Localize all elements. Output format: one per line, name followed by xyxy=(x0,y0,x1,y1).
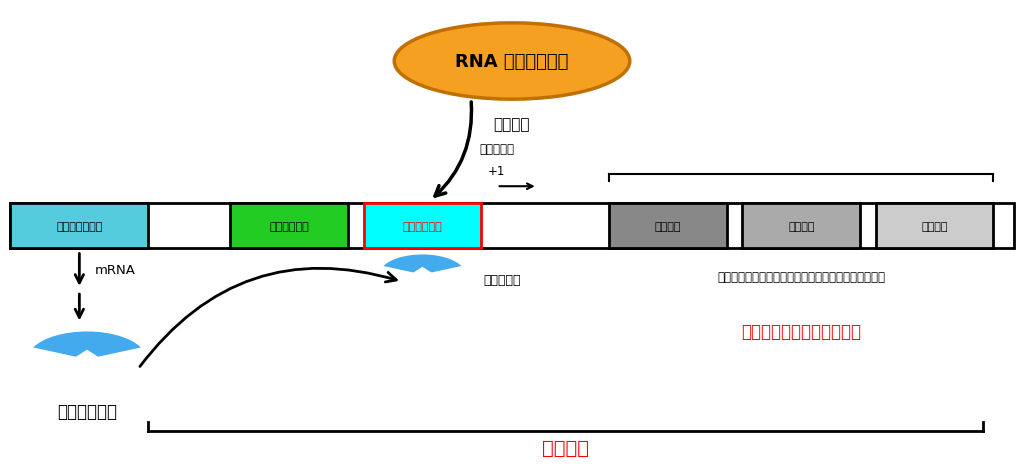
Text: 転写の制御配列: 転写の制御配列 xyxy=(56,221,102,231)
Text: ホロ酵素: ホロ酵素 xyxy=(494,117,530,131)
Wedge shape xyxy=(33,332,141,359)
Text: ＝ポリシストロニック転写: ＝ポリシストロニック転写 xyxy=(741,323,861,340)
Ellipse shape xyxy=(394,24,630,100)
Polygon shape xyxy=(408,267,436,276)
FancyBboxPatch shape xyxy=(876,204,993,248)
Text: mRNA: mRNA xyxy=(94,264,135,277)
Polygon shape xyxy=(69,350,105,362)
FancyBboxPatch shape xyxy=(230,204,348,248)
Text: 遺伝子３: 遺伝子３ xyxy=(922,221,947,231)
FancyBboxPatch shape xyxy=(364,204,481,248)
Text: オペロン: オペロン xyxy=(543,438,589,457)
FancyBboxPatch shape xyxy=(10,204,1014,248)
Text: オペレーター: オペレーター xyxy=(402,221,442,231)
FancyBboxPatch shape xyxy=(10,204,148,248)
Wedge shape xyxy=(383,255,462,275)
FancyBboxPatch shape xyxy=(742,204,860,248)
Text: 遺伝子１: 遺伝子１ xyxy=(655,221,681,231)
Text: RNA ポリメラーゼ: RNA ポリメラーゼ xyxy=(456,53,568,71)
Text: +1: +1 xyxy=(488,164,505,177)
Text: プロモーター: プロモーター xyxy=(269,221,309,231)
FancyBboxPatch shape xyxy=(609,204,727,248)
Text: 複数の遺伝子を１つのプロモーター制御下で転写する: 複数の遺伝子を１つのプロモーター制御下で転写する xyxy=(717,270,886,283)
Text: リプレッサー: リプレッサー xyxy=(57,402,117,420)
Text: 遺伝子２: 遺伝子２ xyxy=(788,221,814,231)
Text: 転写を抑制: 転写を抑制 xyxy=(483,273,521,286)
Text: 転写開始点: 転写開始点 xyxy=(479,143,514,156)
